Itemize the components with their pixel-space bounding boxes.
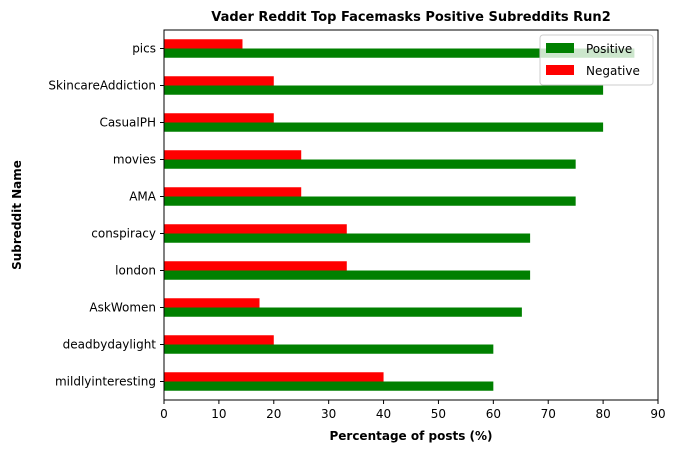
y-tick-label: london: [115, 264, 156, 278]
bar-negative-casualph: [164, 113, 274, 123]
plot-frame: [163, 29, 659, 401]
bar-positive-mildlyinteresting: [164, 381, 494, 391]
x-tick-label: 40: [376, 407, 391, 421]
legend-label-negative: Negative: [586, 64, 640, 78]
bar-negative-movies: [164, 150, 302, 160]
bar-negative-london: [164, 261, 347, 271]
bar-positive-london: [164, 270, 531, 280]
y-tick-label: pics: [132, 42, 156, 56]
x-tick-label: 90: [650, 407, 665, 421]
y-tick-label: mildlyinteresting: [55, 375, 156, 389]
bar-negative-pics: [164, 39, 243, 49]
legend: Positive Negative: [539, 34, 654, 86]
x-tick-label: 10: [211, 407, 226, 421]
y-tick-label: movies: [113, 153, 156, 167]
plot-area: [164, 39, 635, 391]
legend-swatch-positive: [546, 43, 574, 53]
y-tick-label: AskWomen: [89, 301, 156, 315]
bar-positive-deadbydaylight: [164, 344, 494, 354]
bar-positive-askwomen: [164, 307, 522, 317]
x-tick-label: 0: [160, 407, 168, 421]
y-tick-label: deadbydaylight: [63, 338, 157, 352]
y-tick-label: AMA: [129, 190, 157, 204]
bar-negative-deadbydaylight: [164, 335, 274, 345]
y-tick-label: SkincareAddiction: [48, 79, 156, 93]
y-tick-label: conspiracy: [91, 227, 156, 241]
bar-negative-ama: [164, 187, 302, 197]
x-tick-label: 50: [431, 407, 446, 421]
x-tick-label: 20: [266, 407, 281, 421]
bar-positive-movies: [164, 159, 576, 169]
legend-label-positive: Positive: [586, 42, 632, 56]
y-tick-label: CasualPH: [99, 116, 156, 130]
y-axis-title: Subreddit Name: [10, 160, 24, 270]
legend-swatch-negative: [546, 65, 574, 75]
bar-negative-askwomen: [164, 298, 260, 308]
bar-positive-pics: [164, 48, 635, 58]
chart-title: Vader Reddit Top Facemasks Positive Subr…: [211, 10, 611, 25]
x-axis-title: Percentage of posts (%): [329, 429, 492, 443]
y-axis-ticks: pics SkincareAddiction CasualPH movies AMA co…: [48, 42, 164, 389]
bar-negative-conspiracy: [164, 224, 347, 234]
bar-positive-casualph: [164, 122, 604, 132]
x-axis-ticks: 0 10 20 30 40 50 60 70 80 90: [160, 400, 666, 421]
x-tick-label: 60: [486, 407, 501, 421]
bar-positive-skincareaddiction: [164, 85, 604, 95]
bar-positive-ama: [164, 196, 576, 206]
x-tick-label: 70: [541, 407, 556, 421]
bar-positive-conspiracy: [164, 233, 531, 243]
bar-negative-mildlyinteresting: [164, 372, 384, 382]
bar-negative-skincareaddiction: [164, 76, 274, 86]
x-tick-label: 30: [321, 407, 336, 421]
x-tick-label: 80: [595, 407, 610, 421]
